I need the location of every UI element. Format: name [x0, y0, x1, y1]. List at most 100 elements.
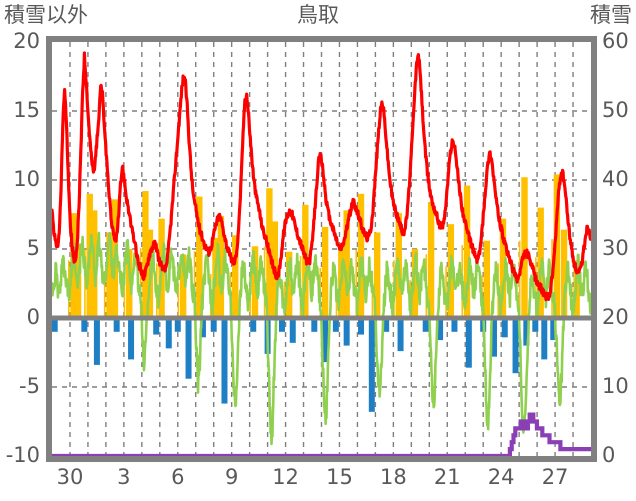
precipitation-bar [332, 318, 339, 332]
sunshine-bar-thin [355, 249, 358, 318]
precipitation-bar [451, 318, 458, 332]
precipitation-bar [368, 318, 375, 412]
precipitation-bar [278, 318, 285, 332]
sunshine-bar [463, 185, 471, 318]
precipitation-bar [185, 318, 192, 379]
x-axis-tick: 3 [117, 465, 131, 489]
x-axis-tick: 27 [541, 465, 569, 489]
plot-area [46, 36, 597, 462]
sunshine-bar [142, 191, 149, 318]
sunshine-bar [373, 232, 381, 318]
precipitation-bar [128, 318, 135, 360]
sunshine-bar [499, 218, 507, 318]
y-axis-right-tick: 60 [602, 29, 629, 53]
precipitation-bar [93, 318, 100, 365]
x-axis-tick: 15 [326, 465, 353, 489]
y-axis-right-tick: 30 [602, 236, 629, 260]
precipitation-bar [174, 318, 181, 332]
sunshine-bar [179, 254, 187, 318]
precipitation-bar [523, 318, 530, 346]
precipitation-bar [437, 318, 444, 341]
precipitation-bar [199, 318, 206, 338]
precipitation-bar [512, 318, 519, 374]
precipitation-bar [343, 318, 350, 346]
x-axis-tick: 9 [224, 465, 239, 489]
sunshine-bar-thin [123, 280, 126, 318]
precipitation-bar [490, 318, 497, 357]
sunshine-bar [217, 215, 225, 318]
y-axis-left-tick: -5 [19, 374, 40, 398]
y-axis-right-tick: 40 [602, 167, 629, 191]
x-axis-tick: 21 [433, 465, 461, 489]
precipitation-bar [210, 318, 217, 332]
sunshine-bar [427, 202, 435, 318]
precipitation-bar [532, 318, 539, 332]
y-axis-left-tick: 10 [13, 167, 40, 191]
sunshine-bar-thin [109, 252, 111, 318]
y-axis-left-tick: 5 [26, 236, 40, 260]
precipitation-bar [52, 318, 58, 332]
sunshine-bar [126, 249, 133, 318]
right-axis-title: 積雪 [590, 3, 632, 27]
sunshine-bar [521, 177, 528, 318]
sunshine-bar-thin [103, 270, 106, 318]
sunshine-bar-thin [445, 266, 447, 318]
sunshine-bar [411, 249, 419, 318]
sunshine-bar-thin [215, 261, 217, 318]
sunshine-bar [232, 235, 239, 318]
sunshine-bar-thin [72, 277, 75, 318]
sunshine-bar [483, 240, 490, 318]
sunshine-bar [553, 174, 561, 318]
sunshine-bar-thin [88, 258, 91, 318]
sunshine-bar-thin [269, 264, 271, 318]
chart-svg [52, 42, 591, 456]
sunshine-bar [343, 210, 350, 318]
y-axis-right-tick: 0 [602, 443, 616, 467]
precipitation-bar [397, 318, 404, 352]
precipitation-bar [81, 318, 88, 332]
sunshine-bar [321, 226, 329, 318]
precipitation-bar [541, 318, 548, 360]
precipitation-bar [250, 318, 257, 332]
sunshine-bar-thin [518, 240, 521, 318]
y-axis-left-tick: -10 [5, 443, 40, 467]
y-axis-right-tick: 20 [602, 305, 629, 329]
x-axis-tick: 24 [487, 465, 515, 489]
precipitation-bar [465, 318, 472, 368]
precipitation-bar [289, 318, 296, 343]
x-axis-tick: 30 [56, 465, 84, 489]
sunshine-bar-thin [558, 269, 561, 318]
precipitation-bar [501, 318, 508, 338]
x-axis-tick: 6 [171, 465, 185, 489]
temperature-line [52, 51, 591, 302]
y-axis-left-tick: 20 [13, 29, 40, 53]
sunshine-bar-thin [84, 249, 86, 318]
sunshine-bar-thin [177, 283, 180, 318]
precipitation-bar [165, 318, 172, 349]
sunshine-bar [560, 229, 568, 318]
sunshine-bar [196, 196, 203, 318]
precipitation-bar [113, 318, 120, 332]
plot-canvas [52, 42, 591, 456]
y-axis-left-tick: 15 [13, 98, 40, 122]
y-axis-right-tick: 10 [602, 374, 629, 398]
sunshine-bar-thin [341, 258, 343, 318]
sunshine-bar-thin [139, 248, 142, 318]
precipitation-bar [358, 318, 365, 335]
left-axis-title: 積雪以外 [4, 3, 88, 27]
precipitation-bar [383, 318, 390, 332]
x-axis-tick: 18 [379, 465, 407, 489]
precipitation-bar [550, 318, 557, 341]
gridlines [52, 42, 591, 456]
x-axis-tick: 12 [272, 465, 299, 489]
precipitation-bar [153, 318, 160, 335]
precipitation-bar [311, 318, 318, 332]
precipitation-bar [322, 318, 329, 363]
precipitation-bar [221, 318, 228, 404]
sunshine-bar-thin [144, 269, 146, 318]
sunshine-bar-thin [535, 257, 537, 318]
chart-title: 鳥取 [297, 3, 339, 27]
sunshine-bar [285, 251, 293, 318]
y-axis-left-tick: 0 [26, 305, 40, 329]
